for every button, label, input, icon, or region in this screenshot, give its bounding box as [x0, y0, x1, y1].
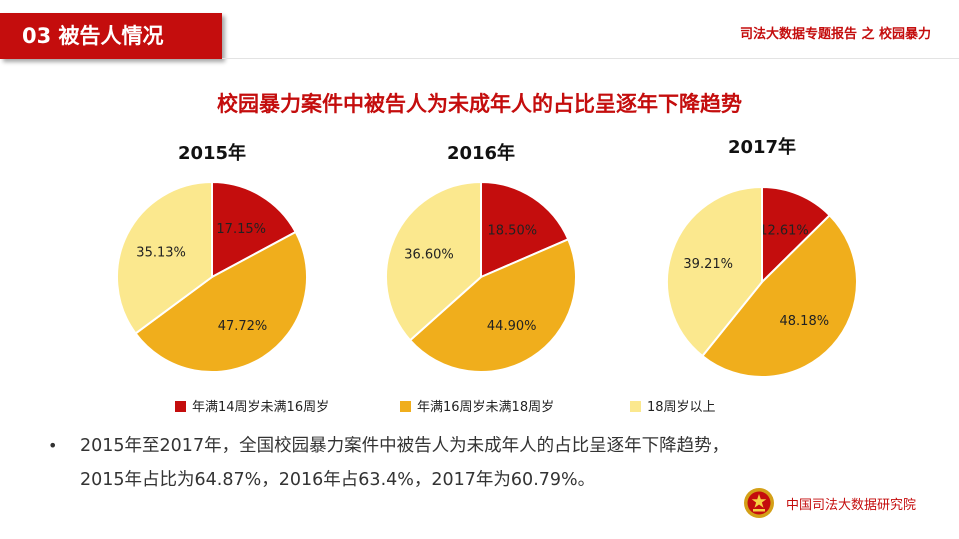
pie-chart-2: 2017年 12.61% 48.18% 39.21%	[666, 136, 858, 378]
legend-label: 年满16周岁未满18周岁	[417, 400, 555, 415]
pie-slice	[408, 237, 577, 373]
pie-slice	[480, 180, 570, 279]
pie-slice-label: 17.15%	[216, 222, 266, 237]
bullet-dot: •	[48, 436, 58, 455]
pie-slice-label: 18.50%	[488, 223, 538, 238]
pie-chart-0: 2015年 17.15% 47.72% 35.13%	[116, 142, 309, 374]
legend-label: 年满14周岁未满16周岁	[192, 400, 330, 415]
pie-slice	[385, 180, 482, 342]
pie-slice-label: 35.13%	[136, 245, 186, 260]
legend-swatch	[175, 401, 186, 412]
main-title: 校园暴力案件中被告人为未成年人的占比呈逐年下降趋势	[217, 92, 742, 116]
pie-title: 2015年	[178, 142, 246, 164]
legend-item-18-plus: 18周岁以上	[630, 396, 716, 415]
legend-swatch	[630, 401, 641, 412]
summary-line-1: 2015年至2017年，全国校园暴力案件中被告人为未成年人的占比呈逐年下降趋势，	[80, 436, 730, 456]
legend-item-14-16: 年满14周岁未满16周岁	[175, 396, 329, 415]
pie-slice	[134, 230, 309, 374]
summary-bullet: • 2015年至2017年，全国校园暴力案件中被告人为未成年人的占比呈逐年下降趋…	[48, 429, 928, 497]
pie-slice	[116, 180, 213, 335]
legend-swatch	[400, 401, 411, 412]
report-title: 司法大数据专题报告 之 校园暴力	[739, 27, 931, 42]
pie-slice-label: 12.61%	[759, 223, 809, 238]
pie-chart-1: 2016年 18.50% 44.90% 36.60%	[385, 142, 577, 373]
header-divider	[222, 58, 959, 59]
pie-slice-label: 39.21%	[683, 257, 733, 272]
pie-slice	[666, 185, 763, 358]
pie-title: 2016年	[447, 142, 515, 164]
national-emblem-icon	[744, 488, 774, 518]
organization-name: 中国司法大数据研究院	[786, 498, 917, 513]
pie-slice	[761, 185, 832, 285]
legend-item-16-18: 年满16周岁未满18周岁	[400, 396, 554, 415]
pie-title: 2017年	[728, 136, 796, 158]
pie-charts: 2015年 17.15% 47.72% 35.13% 2016年 18.50% 44.90%…	[116, 136, 858, 378]
pie-slice-label: 47.72%	[218, 319, 268, 334]
pie-slice-label: 48.18%	[780, 314, 830, 329]
legend-label: 18周岁以上	[647, 400, 716, 415]
pie-slice	[211, 180, 298, 279]
section-tag: 03 被告人情况	[0, 13, 222, 59]
pie-slice	[701, 213, 858, 378]
pie-slice-label: 36.60%	[404, 248, 454, 263]
summary-line-2: 2015年占比为64.87%，2016年占63.4%，2017年为60.79%。	[80, 470, 596, 490]
organization-footer: 中国司法大数据研究院	[742, 486, 916, 520]
pie-slice-label: 44.90%	[487, 319, 537, 334]
